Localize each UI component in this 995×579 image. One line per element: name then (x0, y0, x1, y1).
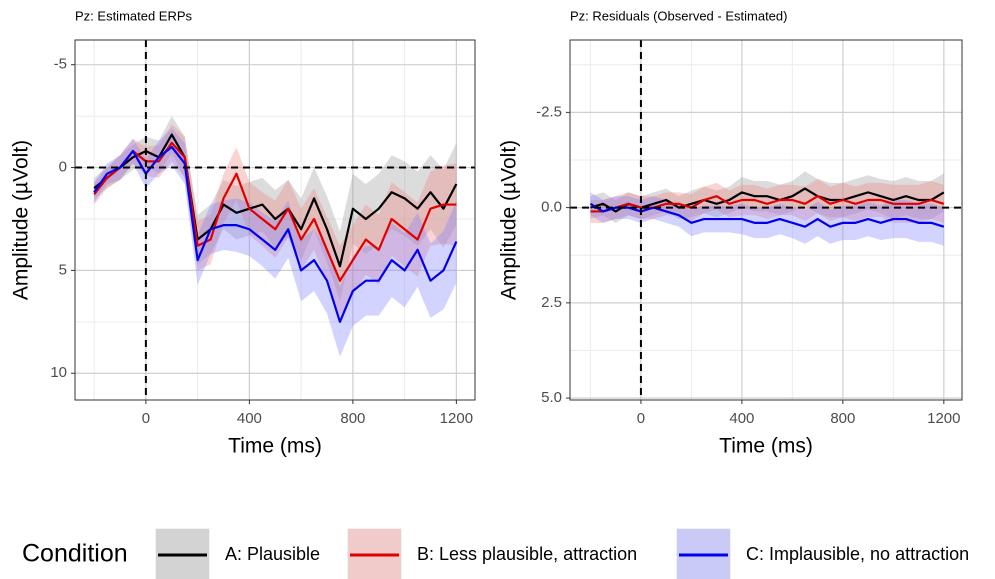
x-tick-label: 800 (340, 410, 365, 427)
y-tick-label: 0 (59, 159, 67, 176)
y-tick-label: 5 (59, 261, 67, 278)
panel-border (569, 39, 963, 401)
x-tick-label: 0 (637, 410, 645, 427)
x-tick-label: 800 (830, 410, 855, 427)
x-tick-label: 400 (237, 410, 262, 427)
legend-label: C: Implausible, no attraction (746, 544, 969, 564)
y-tick-label: 0.0 (541, 199, 562, 216)
legend-label: B: Less plausible, attraction (417, 544, 637, 564)
panel-border (74, 39, 476, 401)
y-axis-title: Amplitude (µVolt) (498, 140, 521, 300)
chart-title: Pz: Estimated ERPs (75, 8, 193, 23)
y-tick-label: -5 (54, 56, 67, 73)
chart-title: Pz: Residuals (Observed - Estimated) (570, 8, 787, 23)
x-tick-label: 1200 (927, 410, 960, 427)
ribbon (590, 192, 944, 246)
x-tick-label: 0 (142, 410, 150, 427)
y-axis-title: Amplitude (µVolt) (10, 140, 33, 300)
series-line (590, 187, 945, 213)
y-tick-label: 5.0 (541, 389, 562, 406)
y-tick-label: -2.5 (536, 103, 562, 120)
ribbon (94, 128, 457, 357)
x-tick-label: 1200 (440, 410, 473, 427)
x-axis-title: Time (ms) (719, 435, 813, 458)
series-line (93, 145, 458, 323)
ribbon (590, 179, 944, 223)
y-tick-label: 10 (50, 364, 67, 381)
y-tick-label: 2.5 (541, 294, 562, 311)
x-axis-title: Time (ms) (228, 435, 322, 458)
legend-title: Condition (22, 540, 128, 568)
series-line (93, 133, 458, 268)
x-tick-label: 400 (729, 410, 754, 427)
series-line (590, 195, 945, 213)
legend-label: A: Plausible (225, 544, 320, 564)
series-line (589, 202, 945, 228)
